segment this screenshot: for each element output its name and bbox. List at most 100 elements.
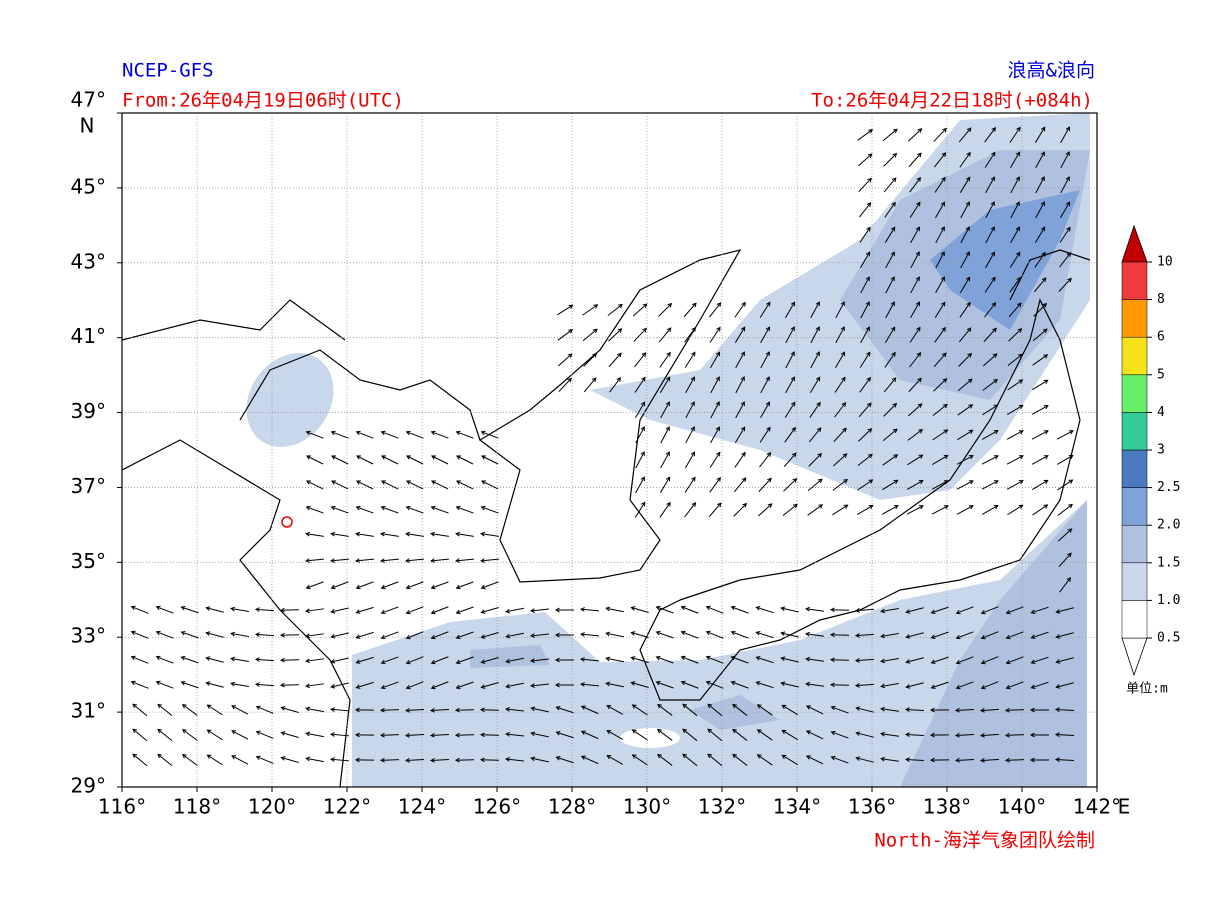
arrow-head <box>667 302 673 308</box>
arrow-head <box>130 655 136 661</box>
arrow <box>280 634 300 636</box>
arrow <box>856 732 874 738</box>
arrow <box>732 754 748 766</box>
arrow <box>331 657 349 663</box>
arrow <box>1031 430 1049 440</box>
arrow <box>710 351 720 369</box>
arrow-head <box>130 630 136 636</box>
arrow-head <box>780 631 786 637</box>
arrow-head <box>992 353 998 358</box>
arrow-head <box>655 655 661 661</box>
arrow <box>981 631 999 639</box>
arrow <box>685 376 695 394</box>
arrow-head <box>1042 328 1048 334</box>
arrow-head <box>354 707 360 713</box>
arrow <box>405 758 425 762</box>
arrow-head <box>606 755 612 760</box>
arrow <box>431 681 449 689</box>
arrow <box>406 631 424 639</box>
model-name: NCEP-GFS <box>122 60 214 82</box>
arrow <box>1031 681 1049 689</box>
arrow-head <box>230 681 236 687</box>
arrow <box>657 729 673 741</box>
arrow-head <box>1040 176 1045 182</box>
arrow <box>1034 127 1046 143</box>
arrow-head <box>979 758 985 763</box>
arrow-head <box>479 732 485 738</box>
arrow-head <box>930 659 936 665</box>
arrow <box>781 632 799 638</box>
arrow-head <box>830 705 836 711</box>
arrow <box>280 684 300 686</box>
arrow <box>860 276 870 294</box>
colorbar-label: 8 <box>1157 292 1165 307</box>
lon-tick-label: 134° <box>773 795 821 819</box>
arrow <box>1055 708 1075 712</box>
arrow <box>132 728 148 742</box>
arrow-head <box>868 479 874 484</box>
arrow <box>906 607 924 613</box>
arrow-head <box>993 480 999 485</box>
arrow-head <box>329 732 335 737</box>
arrow <box>182 729 198 741</box>
arrow <box>659 352 671 368</box>
arrow <box>882 479 898 491</box>
arrow <box>1006 480 1024 490</box>
arrow-head <box>830 730 836 736</box>
arrow <box>1058 552 1072 568</box>
arrow <box>431 656 449 664</box>
arrow <box>956 455 974 465</box>
arrow <box>231 632 249 638</box>
arrow <box>1009 127 1021 143</box>
arrow <box>760 376 770 394</box>
arrow <box>783 478 797 492</box>
arrow-head <box>943 480 949 485</box>
arrow-head <box>765 351 770 357</box>
arrow <box>580 683 600 687</box>
arrow-head <box>966 327 972 333</box>
arrow-head <box>530 683 535 688</box>
arrow-head <box>707 753 713 759</box>
arrow-head <box>918 505 924 510</box>
arrow <box>883 177 897 193</box>
arrow <box>431 581 449 589</box>
arrow-head <box>455 531 461 537</box>
arrow-head <box>430 558 435 563</box>
arrow-head <box>917 403 923 408</box>
arrow-head <box>593 304 599 309</box>
arrow-head <box>279 607 285 613</box>
arrow-head <box>715 426 720 432</box>
arrow <box>756 631 774 639</box>
arrow-head <box>865 301 870 307</box>
colorbar-band <box>1121 374 1148 413</box>
lat-tick-label: 33° <box>71 624 106 648</box>
arrow-head <box>1005 634 1011 640</box>
arrow <box>858 402 872 418</box>
arrow <box>958 353 972 367</box>
arrow <box>1032 354 1048 366</box>
arrow-head <box>865 326 870 332</box>
arrow-head <box>480 609 486 614</box>
arrow-head <box>567 377 572 383</box>
arrow <box>658 303 672 317</box>
arrow-head <box>682 728 688 734</box>
colorbar-band <box>1121 299 1148 338</box>
arrow-head <box>980 684 986 690</box>
arrow <box>1007 379 1023 391</box>
arrow <box>931 681 949 689</box>
arrow <box>934 177 946 193</box>
arrow-head <box>905 684 911 689</box>
arrow <box>131 631 149 639</box>
arrow-head <box>181 704 187 709</box>
arrow <box>157 703 173 717</box>
arrow-head <box>917 152 922 158</box>
arrow-head <box>1016 302 1022 308</box>
arrow-head <box>854 683 860 688</box>
arrow <box>506 682 524 688</box>
arrow-head <box>993 505 999 510</box>
arrow <box>759 302 771 318</box>
arrow <box>182 754 198 766</box>
arrow-head <box>666 351 671 357</box>
arrow <box>381 506 399 514</box>
arrow-head <box>781 704 787 710</box>
